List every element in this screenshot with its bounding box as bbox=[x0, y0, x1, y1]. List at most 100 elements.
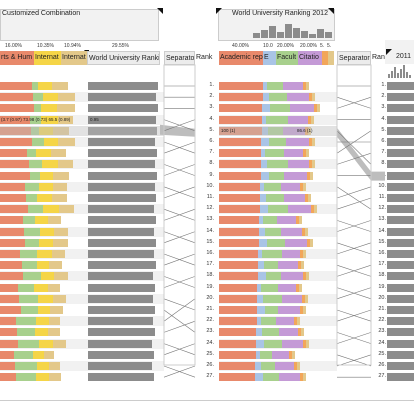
world-ranking-bar bbox=[88, 362, 152, 370]
bar-segment bbox=[309, 93, 312, 102]
col-employer[interactable]: E bbox=[263, 51, 276, 65]
bar-segment bbox=[53, 339, 66, 348]
middle-stacked-bar bbox=[219, 261, 304, 270]
mid-pct-4: 5. bbox=[320, 43, 325, 49]
rank-label: 15. bbox=[378, 238, 386, 245]
bar-segment bbox=[0, 350, 14, 359]
left-stacked-bar bbox=[0, 93, 75, 102]
bar-segment bbox=[39, 339, 53, 348]
bar-segment bbox=[25, 238, 39, 247]
bar-segment bbox=[263, 373, 279, 382]
row-stripe bbox=[0, 271, 164, 282]
rank-link-line bbox=[336, 96, 372, 109]
bar-segment bbox=[38, 294, 53, 303]
middle-stacked-bar bbox=[219, 182, 306, 191]
middle-stacked-bar bbox=[219, 238, 313, 247]
middle-stacked-bar bbox=[219, 373, 306, 382]
col-arts-humanities[interactable]: rts & Hum bbox=[0, 51, 34, 65]
col-extra-2[interactable] bbox=[328, 51, 334, 65]
rank-label: 4. bbox=[209, 115, 214, 122]
rank-label: 11. bbox=[378, 194, 386, 200]
bar-segment bbox=[261, 149, 265, 158]
bar-segment bbox=[296, 283, 299, 292]
bar-segment bbox=[58, 115, 73, 124]
world-ranking-bar bbox=[88, 115, 156, 124]
world-ranking-bar bbox=[88, 328, 155, 337]
bar-segment bbox=[35, 328, 48, 337]
rank-link-line bbox=[163, 343, 196, 356]
rank-label: 24. bbox=[206, 339, 214, 346]
rank-label: 7. bbox=[381, 149, 386, 156]
bar-segment bbox=[279, 328, 298, 337]
col-international-1[interactable]: Internat bbox=[34, 51, 61, 65]
left-collapse-icon[interactable] bbox=[157, 8, 163, 14]
right-ranking-bar bbox=[387, 238, 414, 247]
world-ranking-bar bbox=[88, 194, 156, 202]
right-ranking-bar bbox=[387, 216, 414, 225]
bar-segment bbox=[43, 205, 59, 214]
bar-segment bbox=[303, 272, 306, 281]
bar-segment bbox=[310, 171, 313, 180]
col-rank-2[interactable]: Ran bbox=[372, 54, 385, 61]
rank-link-line bbox=[163, 309, 196, 333]
bar-segment bbox=[265, 227, 281, 236]
bar-segment bbox=[0, 149, 27, 158]
right-ranking-bar bbox=[387, 294, 414, 303]
bar-segment bbox=[298, 261, 301, 270]
bar-segment bbox=[257, 317, 261, 326]
left-histogram-box bbox=[0, 9, 159, 41]
bar-segment bbox=[266, 115, 288, 124]
rank-label: 2. bbox=[209, 93, 214, 100]
middle-collapse-left-icon[interactable] bbox=[216, 8, 222, 14]
rank-label: 14. bbox=[378, 227, 386, 234]
highlight-band bbox=[337, 127, 385, 181]
bar-segment bbox=[40, 227, 54, 236]
left-stacked-bar bbox=[0, 182, 67, 191]
bar-segment bbox=[37, 250, 52, 258]
middle-collapse-right-icon[interactable] bbox=[328, 8, 334, 14]
col-world-university-ranking[interactable]: World University Ranki bbox=[87, 51, 160, 65]
bar-segment bbox=[282, 250, 300, 258]
world-ranking-bar bbox=[88, 205, 154, 214]
world-ranking-bar bbox=[88, 216, 156, 225]
left-stacked-bar bbox=[0, 171, 69, 180]
bar-segment bbox=[219, 82, 263, 90]
bar-segment bbox=[300, 373, 303, 382]
bar-segment bbox=[0, 216, 23, 225]
bar-segment bbox=[49, 362, 60, 370]
rank-label: 13. bbox=[378, 216, 386, 223]
rank-label: 6. bbox=[209, 138, 214, 144]
bar-segment bbox=[279, 373, 300, 382]
right-ranking-bar bbox=[387, 317, 414, 326]
bar-segment bbox=[306, 149, 309, 158]
rank-label: 4. bbox=[381, 115, 386, 122]
bar-segment bbox=[296, 216, 299, 225]
middle-panel-title: World University Ranking 2012 bbox=[232, 10, 328, 17]
col-citations[interactable]: Citatio bbox=[298, 51, 322, 65]
bar-segment bbox=[301, 328, 304, 337]
row-score-tag: 0.95 bbox=[90, 116, 99, 122]
bar-segment bbox=[266, 194, 284, 202]
col-extra-1[interactable] bbox=[322, 51, 328, 65]
right-histogram-bar bbox=[391, 71, 393, 78]
rank-link-line bbox=[336, 197, 372, 210]
highlight-band bbox=[160, 124, 195, 137]
middle-stacked-bar bbox=[219, 138, 315, 146]
bar-segment bbox=[21, 306, 38, 314]
middle-histogram-bar bbox=[301, 31, 308, 38]
rank-label: 18. bbox=[378, 272, 386, 279]
bar-segment bbox=[0, 93, 33, 102]
highlight-row bbox=[0, 125, 164, 136]
col-international-2[interactable]: Internat bbox=[61, 51, 87, 65]
rank-link-line bbox=[163, 141, 196, 154]
col-rank-1[interactable]: Rank bbox=[196, 54, 213, 61]
bar-segment bbox=[308, 115, 311, 124]
right-collapse-icon[interactable] bbox=[386, 49, 392, 55]
col-faculty[interactable]: Facult bbox=[276, 51, 298, 65]
bar-segment bbox=[261, 138, 269, 146]
col-academic-reputation[interactable]: Academic rep bbox=[219, 51, 263, 65]
bar-segment bbox=[261, 283, 278, 292]
bar-segment bbox=[260, 182, 264, 191]
bar-segment bbox=[30, 115, 41, 124]
